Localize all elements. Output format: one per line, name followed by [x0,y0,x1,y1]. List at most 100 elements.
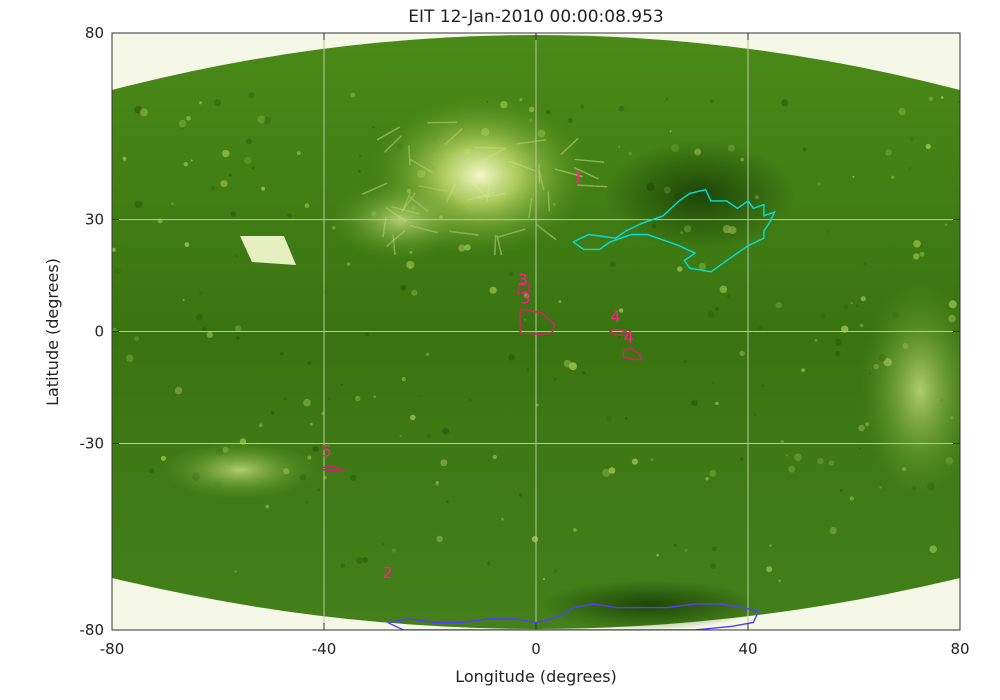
y-tick-label: -80 [80,621,105,639]
dark-point [859,447,862,450]
dark-point [835,351,841,357]
dark-point [826,230,829,233]
bright-point [925,143,931,149]
bright-point [898,107,906,116]
dark-point [710,563,717,570]
bright-point [174,386,183,395]
bright-point [860,296,866,302]
dark-point [350,474,357,481]
dark-point [709,99,714,104]
y-tick-label: 80 [85,24,104,42]
region-label-1: 1 [573,167,583,186]
bright-point [778,579,782,583]
bright-point [112,247,116,252]
bright-point [184,242,190,248]
bright-point [631,458,639,465]
dark-point [287,213,292,218]
x-tick-label: -80 [100,640,125,658]
bright-point [739,350,745,357]
bright-point [492,454,497,460]
bright-point [183,162,188,167]
dark-point [624,417,628,420]
bright-point [401,377,406,382]
bright-point [531,535,539,543]
dark-point [957,100,960,103]
bright-point [524,318,527,321]
bright-point [628,151,632,156]
dark-point [279,351,284,356]
dark-point [673,544,677,547]
dark-point [711,382,714,385]
dark-point [519,493,523,497]
dark-point [707,311,715,318]
bright-point [186,116,191,121]
dark-point [228,173,232,177]
dark-point [317,488,321,491]
dark-point [683,359,688,364]
region-labels: 1 2 33 44 5 [322,167,634,582]
dark-point [134,105,143,114]
dark-point [381,542,385,546]
x-tick-label: -40 [312,640,337,658]
dark-point [909,136,914,141]
dark-point [863,262,868,266]
bright-point [182,299,185,302]
bright-point [406,260,415,269]
bright-point [705,477,709,481]
dark-point [843,304,849,310]
dark-point [445,500,449,504]
dark-point [468,398,472,402]
y-tick-label: -30 [80,434,105,452]
dark-point [230,211,237,217]
bright-point [684,548,688,553]
bright-point [801,368,805,372]
bright-point [350,92,356,98]
bright-point [190,159,193,162]
bright-point [355,395,361,402]
bright-point [258,423,263,428]
bright-point [709,469,717,477]
bright-point [698,262,707,271]
dark-point [426,433,431,439]
dark-point [356,557,364,564]
dark-point [372,126,375,129]
dark-point [711,546,717,552]
bright-point [602,468,611,477]
bright-point [573,528,577,532]
x-axis-label: Longitude (degrees) [455,667,617,686]
dark-point [365,332,369,337]
dark-point [606,416,612,422]
plot-area: 1 2 33 44 5 [112,33,960,630]
bright-point [222,149,230,158]
dark-point [305,500,309,504]
bright-point [775,301,782,309]
dark-point [526,368,530,372]
bright-point [126,354,134,362]
dark-point [554,377,557,381]
region-contour-3 [516,282,530,295]
bright-point [788,465,796,473]
bright-point [785,454,789,457]
dark-point [593,184,596,187]
region-contour-3 [519,308,556,336]
bright-point [399,435,402,438]
plot-title: EIT 12-Jan-2010 00:00:08.953 [408,7,663,27]
bright-point [913,240,921,248]
bright-point [817,457,824,465]
bright-point [929,545,937,553]
bright-point [849,496,854,501]
dark-point [283,397,287,401]
dark-point [248,92,255,99]
bright-point [766,566,773,573]
dark-point [757,325,764,331]
bright-point [852,175,855,178]
dark-point [214,99,221,106]
dark-point [834,338,842,347]
bright-point [304,203,310,209]
dark-point [508,271,514,277]
bright-point [440,459,448,467]
bright-point [850,302,853,305]
region-label-3: 3 [520,289,530,308]
dark-point [210,186,215,191]
bright-point [608,467,616,474]
